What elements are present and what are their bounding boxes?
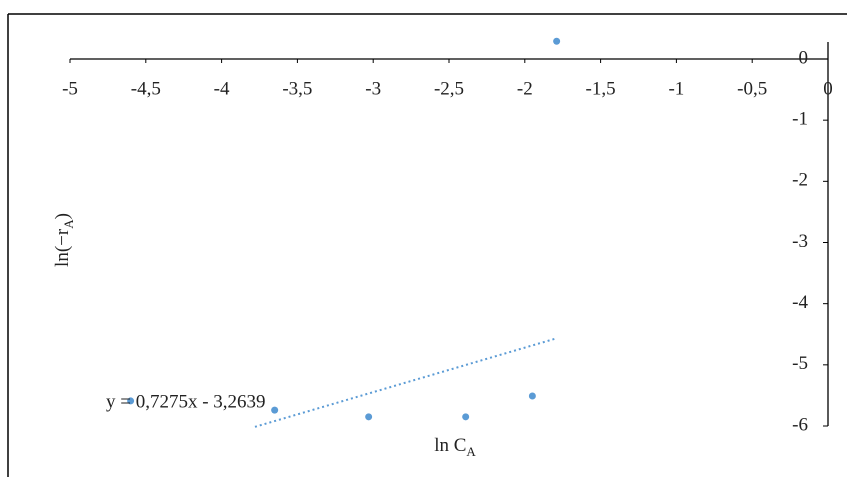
x-tick-label: -0,5: [737, 78, 767, 99]
trendline-equation: y = 0,7275x - 3,2639: [106, 391, 266, 412]
y-axis-label-main: ln(−r: [52, 228, 73, 267]
x-tick-label: -2,5: [434, 78, 464, 99]
data-point: [365, 413, 373, 421]
x-tick-label: -4,5: [131, 78, 161, 99]
data-point: [462, 413, 470, 421]
x-tick-label: -4: [214, 78, 230, 99]
y-axis-label-end: ): [52, 213, 73, 219]
data-point: [127, 397, 135, 405]
x-tick-label: -5: [62, 78, 78, 99]
y-tick-label: -2: [792, 170, 808, 191]
x-tick-label: -3,5: [282, 78, 312, 99]
data-point: [553, 37, 561, 45]
y-tick-label: -6: [792, 414, 808, 435]
y-tick-label: -5: [792, 353, 808, 374]
y-tick-label: -3: [792, 231, 808, 252]
y-axis-label-sub: A: [61, 219, 76, 229]
x-tick-label: -1,5: [586, 78, 616, 99]
x-axis-label: ln CA: [434, 435, 476, 459]
data-point: [528, 392, 536, 400]
data-point: [271, 406, 279, 414]
x-tick-label: -2: [517, 78, 533, 99]
x-tick-label: 0: [823, 78, 833, 99]
y-tick-label: -4: [792, 292, 808, 313]
y-tick-label: 0: [799, 47, 809, 68]
x-axis-label-sub: A: [466, 444, 476, 459]
y-tick-label: -1: [792, 109, 808, 130]
x-tick-label: -3: [365, 78, 381, 99]
x-tick-label: -1: [668, 78, 684, 99]
trendline: [254, 337, 556, 428]
y-axis-label: ln(−rA): [52, 213, 76, 267]
x-axis-label-main: ln C: [434, 435, 466, 456]
